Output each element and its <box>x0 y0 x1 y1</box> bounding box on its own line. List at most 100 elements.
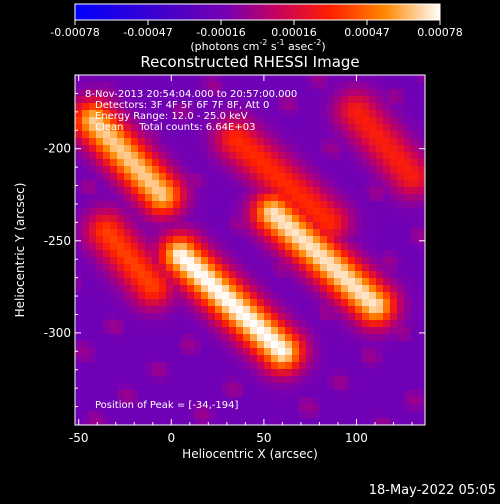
heatmap-cell <box>355 292 362 299</box>
heatmap-cell <box>383 383 390 390</box>
heatmap-cell <box>173 278 180 285</box>
heatmap-cell <box>152 320 159 327</box>
heatmap-cell <box>166 166 173 173</box>
heatmap-cell <box>180 250 187 257</box>
heatmap-cell <box>194 229 201 236</box>
heatmap-cell <box>243 299 250 306</box>
heatmap-cell <box>306 201 313 208</box>
heatmap-cell <box>159 320 166 327</box>
heatmap-cell <box>131 355 138 362</box>
heatmap-cell <box>278 313 285 320</box>
heatmap-cell <box>124 82 131 89</box>
heatmap-cell <box>404 96 411 103</box>
heatmap-cell <box>418 138 425 145</box>
heatmap-cell <box>341 215 348 222</box>
heatmap-cell <box>327 103 334 110</box>
heatmap-cell <box>418 194 425 201</box>
heatmap-cell <box>145 89 152 96</box>
heatmap-cell <box>236 341 243 348</box>
heatmap-cell <box>96 341 103 348</box>
heatmap-cell <box>299 236 306 243</box>
heatmap-cell <box>348 173 355 180</box>
heatmap-cell <box>397 236 404 243</box>
heatmap-cell <box>82 201 89 208</box>
heatmap-cell <box>110 299 117 306</box>
heatmap-cell <box>243 131 250 138</box>
heatmap-cell <box>341 138 348 145</box>
heatmap-cell <box>299 257 306 264</box>
heatmap-cell <box>145 180 152 187</box>
heatmap-cell <box>418 131 425 138</box>
heatmap-cell <box>355 159 362 166</box>
heatmap-cell <box>397 222 404 229</box>
heatmap-cell <box>327 138 334 145</box>
heatmap-cell <box>124 250 131 257</box>
heatmap-cell <box>82 110 89 117</box>
heatmap-cell <box>327 82 334 89</box>
heatmap-cell <box>369 131 376 138</box>
heatmap-cell <box>390 243 397 250</box>
heatmap-cell <box>404 362 411 369</box>
heatmap-cell <box>299 110 306 117</box>
heatmap-cell <box>418 222 425 229</box>
heatmap-cell <box>411 187 418 194</box>
heatmap-cell <box>187 124 194 131</box>
heatmap-cell <box>110 110 117 117</box>
heatmap-cell <box>411 173 418 180</box>
heatmap-cell <box>383 334 390 341</box>
heatmap-cell <box>152 334 159 341</box>
heatmap-cell <box>138 103 145 110</box>
heatmap-cell <box>334 285 341 292</box>
heatmap-cell <box>376 236 383 243</box>
heatmap-cell <box>152 194 159 201</box>
heatmap-cell <box>257 285 264 292</box>
heatmap-cell <box>75 292 82 299</box>
heatmap-cell <box>278 390 285 397</box>
heatmap-cell <box>397 208 404 215</box>
heatmap-cell <box>271 418 278 425</box>
heatmap-cell <box>348 159 355 166</box>
heatmap-cell <box>250 166 257 173</box>
heatmap-cell <box>411 180 418 187</box>
heatmap-cell <box>355 418 362 425</box>
heatmap-cell <box>320 362 327 369</box>
heatmap-cell <box>299 222 306 229</box>
heatmap-cell <box>82 215 89 222</box>
heatmap-cell <box>334 369 341 376</box>
heatmap-cell <box>313 173 320 180</box>
heatmap-cell <box>285 159 292 166</box>
heatmap-cell <box>404 355 411 362</box>
heatmap-cell <box>138 180 145 187</box>
heatmap-cell <box>166 103 173 110</box>
heatmap-cell <box>194 110 201 117</box>
heatmap-cell <box>292 355 299 362</box>
heatmap-cell <box>180 138 187 145</box>
heatmap-cell <box>96 131 103 138</box>
heatmap-cell <box>327 404 334 411</box>
heatmap-cell <box>103 201 110 208</box>
heatmap-cell <box>138 124 145 131</box>
heatmap-cell <box>124 278 131 285</box>
heatmap-cell <box>96 257 103 264</box>
heatmap-cell <box>166 180 173 187</box>
heatmap-cell <box>110 173 117 180</box>
heatmap-cell <box>369 173 376 180</box>
heatmap-cell <box>355 376 362 383</box>
heatmap-cell <box>166 124 173 131</box>
heatmap-cell <box>306 243 313 250</box>
heatmap-cell <box>103 313 110 320</box>
heatmap-cell <box>173 418 180 425</box>
heatmap-cell <box>355 271 362 278</box>
heatmap-cell <box>264 180 271 187</box>
heatmap-cell <box>159 152 166 159</box>
heatmap-cell <box>110 250 117 257</box>
heatmap-cell <box>82 348 89 355</box>
heatmap-cell <box>376 397 383 404</box>
heatmap-cell <box>376 117 383 124</box>
heatmap-cell <box>236 180 243 187</box>
heatmap-cell <box>397 313 404 320</box>
heatmap-cell <box>292 390 299 397</box>
heatmap-cell <box>131 187 138 194</box>
heatmap-cell <box>201 131 208 138</box>
heatmap-cell <box>404 145 411 152</box>
